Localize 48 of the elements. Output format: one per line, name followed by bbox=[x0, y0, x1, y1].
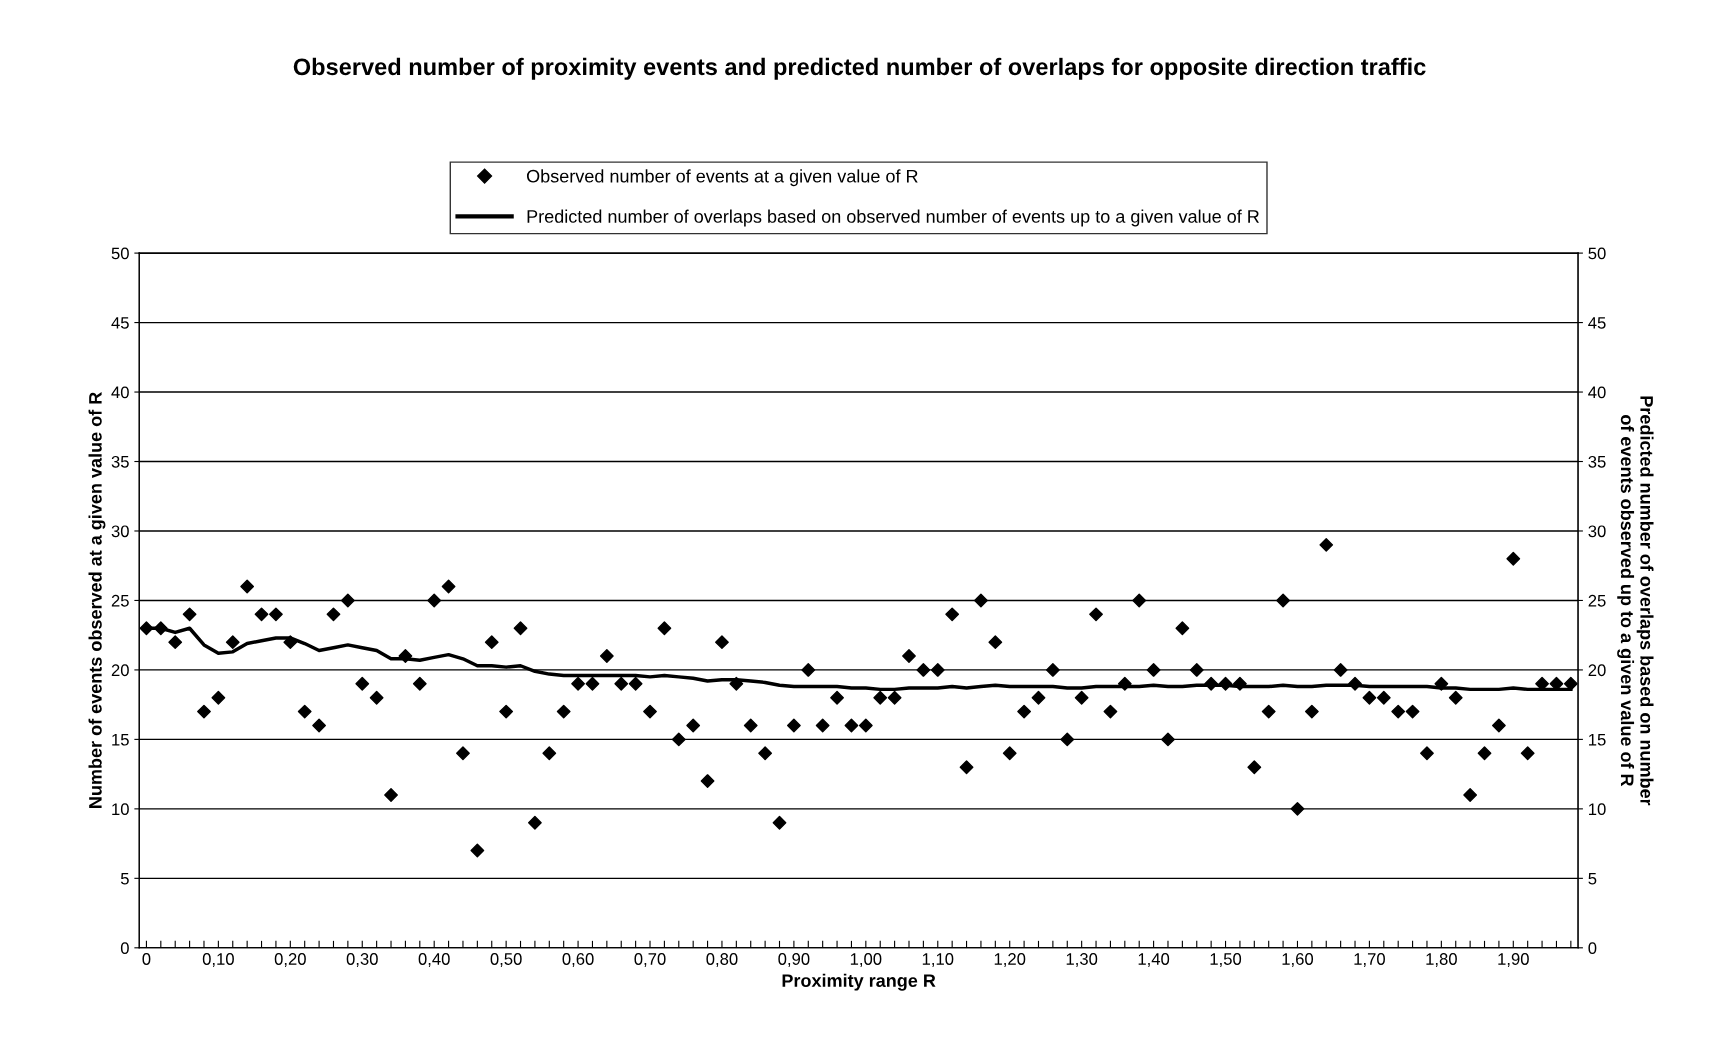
y-tick-label: 50 bbox=[111, 247, 129, 260]
y-tick-label: 5 bbox=[120, 872, 129, 885]
x-tick-label: 0,70 bbox=[634, 953, 666, 967]
y-tick-label: 10 bbox=[112, 803, 129, 816]
y2-tick-label: 40 bbox=[1588, 386, 1606, 399]
y-tick-label: 35 bbox=[111, 455, 129, 468]
x-tick-label: 1,70 bbox=[1354, 953, 1385, 967]
x-tick-label: 0,30 bbox=[346, 953, 378, 967]
x-tick-label: 0,60 bbox=[562, 953, 594, 967]
x-tick-label: 0,20 bbox=[274, 953, 306, 967]
chart-title: Observed number of proximity events and predicted number of overlaps for opposite direction traffic bbox=[293, 57, 1426, 80]
y2-tick-label: 50 bbox=[1588, 247, 1606, 260]
y2-tick-label: 10 bbox=[1589, 803, 1606, 816]
y-tick-label: 0 bbox=[120, 942, 129, 955]
x-tick-label: 0,10 bbox=[202, 953, 234, 967]
legend-label: Predicted number of overlaps based on observed number of events up to a given value of R bbox=[527, 209, 1259, 227]
x-tick-label: 1,80 bbox=[1426, 953, 1457, 967]
x-tick-label: 1,90 bbox=[1498, 953, 1529, 967]
x-tick-label: 1,60 bbox=[1282, 953, 1314, 967]
y2-tick-label: 0 bbox=[1588, 942, 1597, 955]
y-tick-label: 40 bbox=[111, 386, 129, 399]
x-tick-label: 0,50 bbox=[490, 953, 522, 967]
y-tick-label: 45 bbox=[111, 317, 129, 329]
x-tick-label: 0,80 bbox=[706, 953, 738, 967]
y2-tick-label: 15 bbox=[1589, 733, 1606, 746]
y2-tick-label: 25 bbox=[1588, 594, 1606, 607]
y2-tick-label: 5 bbox=[1588, 872, 1597, 885]
x-tick-label: 1,00 bbox=[850, 953, 882, 967]
y-tick-label: 25 bbox=[111, 594, 129, 607]
y-tick-label: 30 bbox=[111, 525, 129, 538]
x-tick-label: 1,30 bbox=[1066, 953, 1098, 967]
x-tick-label: 1,50 bbox=[1210, 953, 1242, 967]
x-tick-label: 1,20 bbox=[994, 953, 1026, 967]
x-tick-label: 1,40 bbox=[1138, 953, 1170, 967]
x-tick-label: 0 bbox=[142, 953, 151, 965]
x-tick-label: 0,90 bbox=[778, 953, 810, 967]
y2-tick-label: 35 bbox=[1588, 455, 1606, 468]
x-tick-label: 1,10 bbox=[922, 953, 954, 967]
legend-label: Observed number of events at a given value of R bbox=[526, 169, 918, 187]
y2-axis-title: Predicted number of overlaps based on number of events observed up to a given value of R bbox=[1617, 396, 1654, 806]
y2-tick-label: 45 bbox=[1588, 317, 1606, 329]
y-axis-title: Number of events observed at a given value of R bbox=[88, 392, 106, 808]
x-tick-label: 0,40 bbox=[418, 953, 450, 967]
x-axis-title: Proximity range R bbox=[782, 973, 936, 991]
y-tick-label: 15 bbox=[112, 733, 129, 746]
y2-tick-label: 20 bbox=[1588, 664, 1606, 677]
y-tick-label: 20 bbox=[111, 664, 129, 677]
y2-tick-label: 30 bbox=[1588, 525, 1606, 538]
